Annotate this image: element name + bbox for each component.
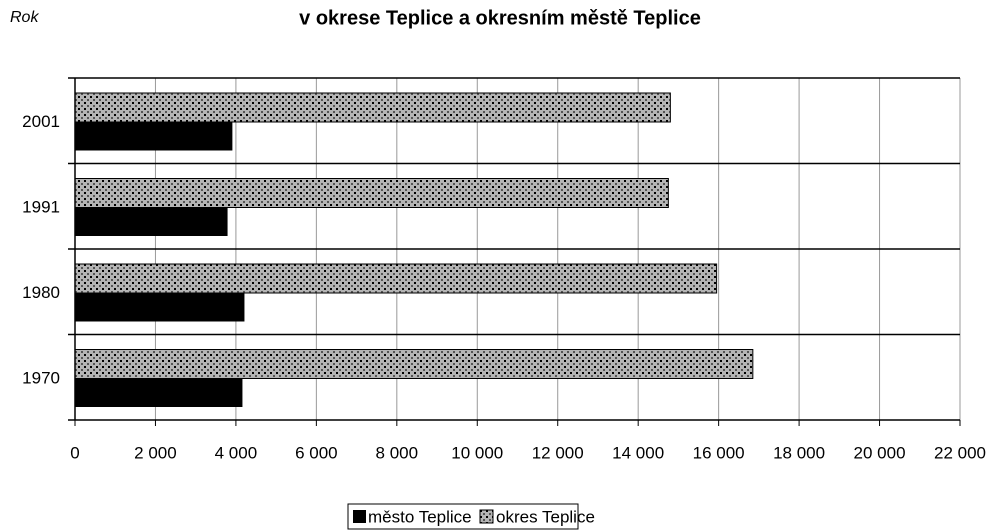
y-tick-label: 2001: [22, 112, 60, 131]
axis-label: Rok: [10, 9, 39, 26]
x-tick-label: 6 000: [295, 443, 338, 462]
x-tick-label: 4 000: [215, 443, 258, 462]
bar: [74, 121, 233, 151]
x-tick-label: 2 000: [134, 443, 177, 462]
x-tick-label: 22 000: [934, 443, 986, 462]
legend-box: [347, 503, 579, 530]
x-tick-label: 0: [70, 443, 79, 462]
chart-title: v okrese Teplice a okresním městě Teplic…: [299, 7, 701, 29]
x-tick-label: 14 000: [612, 443, 664, 462]
x-tick-label: 8 000: [376, 443, 419, 462]
y-tick-label: 1991: [22, 198, 60, 217]
legend-label: okres Teplice: [496, 507, 595, 526]
bar: [74, 349, 754, 379]
y-tick-label: 1980: [22, 283, 60, 302]
legend-label: město Teplice: [368, 507, 472, 526]
legend-swatch: [479, 509, 494, 524]
bar: [74, 292, 245, 322]
bar: [74, 263, 718, 294]
legend-swatch: [353, 510, 366, 523]
bar: [74, 378, 243, 407]
x-tick-label: 20 000: [854, 443, 906, 462]
x-tick-label: 10 000: [451, 443, 503, 462]
y-tick-label: 1970: [22, 369, 60, 388]
x-tick-label: 12 000: [532, 443, 584, 462]
bar: [74, 92, 671, 123]
x-tick-label: 18 000: [773, 443, 825, 462]
bar: [74, 207, 228, 236]
x-tick-label: 16 000: [693, 443, 745, 462]
bar: [74, 178, 669, 208]
